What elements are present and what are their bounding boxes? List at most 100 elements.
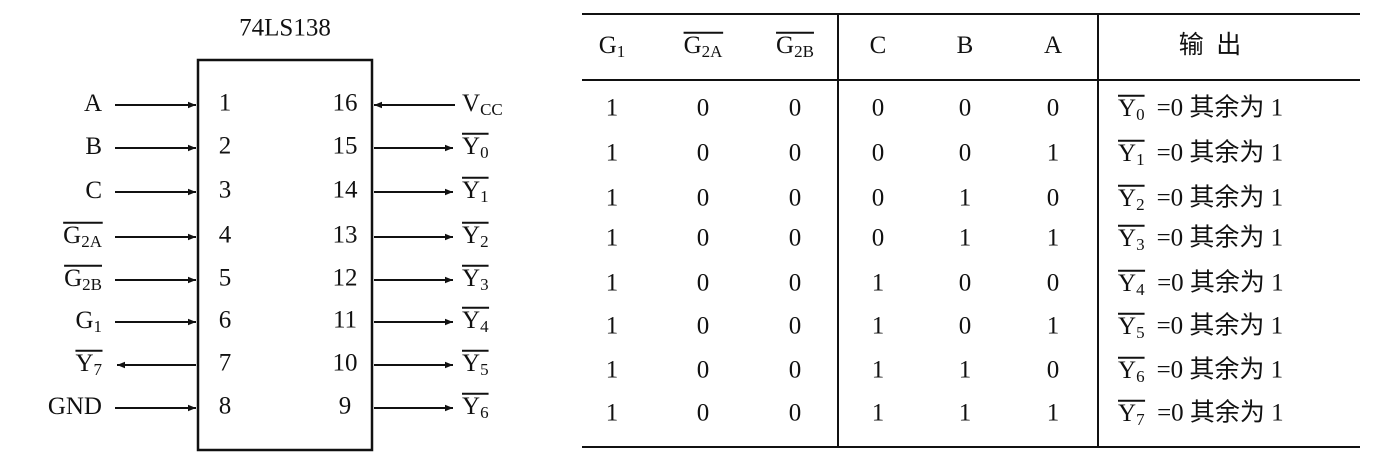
pin-label: Y4 (462, 307, 489, 336)
output-signal-base: Y (1118, 95, 1136, 122)
table-cell: 1 (606, 270, 619, 297)
pin-label: G2B (64, 265, 102, 294)
table-cell: 1 (606, 400, 619, 427)
table-cell: 1 (959, 357, 972, 384)
header-cell-base: B (957, 32, 974, 59)
output-signal-sub: 2 (1136, 195, 1145, 214)
pin-label-base: Y (462, 307, 480, 334)
pin-label: A (84, 90, 102, 117)
table-cell: 0 (872, 140, 885, 167)
pin-label-base: Y (462, 133, 480, 160)
output-signal-sub: 5 (1136, 323, 1145, 342)
pin-label-base: Y (75, 350, 93, 377)
pin-number: 16 (333, 90, 358, 117)
table-cell: 0 (697, 225, 710, 252)
output-signal: Y6 (1118, 357, 1145, 386)
pin-label-base: Y (462, 265, 480, 292)
pin-label-base: G (64, 265, 82, 292)
header-cell-sub: 1 (617, 42, 626, 61)
table-cell: 1 (872, 313, 885, 340)
header-cell-base: A (1044, 32, 1062, 59)
output-signal: Y7 (1118, 400, 1145, 429)
output-text: =0 其余为 1 (1157, 399, 1284, 427)
header-cell-sub: 2B (794, 42, 814, 61)
table-cell: 0 (697, 185, 710, 212)
pin-label-sub: 3 (480, 275, 489, 294)
table-cell: 0 (697, 400, 710, 427)
pin-label-sub: CC (480, 100, 503, 119)
pin-number: 14 (333, 177, 359, 204)
pin-label-base: B (85, 133, 102, 160)
pin-number: 3 (219, 177, 232, 204)
table-cell: 1 (606, 357, 619, 384)
table-cell: 0 (959, 95, 972, 122)
table-cell: 1 (872, 400, 885, 427)
pin-label: VCC (462, 90, 503, 119)
output-text: =0 其余为 1 (1157, 312, 1284, 340)
pin-number: 11 (333, 307, 357, 334)
chip-body (196, 58, 374, 452)
table-cell: 0 (789, 140, 802, 167)
output-text: =0 其余为 1 (1157, 224, 1284, 252)
output-signal-sub: 4 (1136, 280, 1145, 299)
pin-label-base: C (85, 177, 102, 204)
table-cell: 0 (959, 313, 972, 340)
pin-number: 4 (219, 222, 232, 249)
header-cell-base: G (776, 32, 794, 59)
pin-label-base: G (75, 307, 93, 334)
output-text: =0 其余为 1 (1157, 356, 1284, 384)
table-cell: 1 (872, 270, 885, 297)
pin-label-base: Y (462, 222, 480, 249)
table-cell: 0 (872, 225, 885, 252)
output-signal: Y1 (1118, 140, 1145, 169)
pin-label: B (85, 133, 102, 160)
output-signal: Y5 (1118, 313, 1145, 342)
header-cell-base: 输 出 (1179, 31, 1242, 59)
pin-label-sub: 0 (480, 143, 489, 162)
output-text: =0 其余为 1 (1157, 269, 1284, 297)
header-cell: B (957, 32, 974, 59)
output-text: =0 其余为 1 (1157, 184, 1284, 212)
pin-label: Y0 (462, 133, 489, 162)
table-cell: 1 (1047, 225, 1060, 252)
pin-number: 10 (333, 350, 358, 377)
output-signal-sub: 1 (1136, 150, 1145, 169)
table-cell: 1 (959, 185, 972, 212)
table-cell: 1 (1047, 140, 1060, 167)
output-signal-base: Y (1118, 400, 1136, 427)
table-cell: 1 (606, 185, 619, 212)
output-signal: Y2 (1118, 185, 1145, 214)
pin-label: Y1 (462, 177, 489, 206)
output-signal-base: Y (1118, 225, 1136, 252)
table-cell: 0 (1047, 185, 1060, 212)
header-cell-sub: 2A (702, 42, 724, 61)
table-cell: 0 (789, 185, 802, 212)
table-cell: 1 (1047, 400, 1060, 427)
output-signal-base: Y (1118, 313, 1136, 340)
table-cell: 0 (697, 140, 710, 167)
pin-label: Y2 (462, 222, 489, 251)
table-cell: 0 (697, 313, 710, 340)
pin-label: Y6 (462, 393, 489, 422)
pin-label-base: Y (462, 177, 480, 204)
pin-label: G2A (63, 222, 103, 251)
output-signal-sub: 0 (1136, 105, 1145, 124)
pin-label-sub: 6 (480, 403, 489, 422)
pin-label-sub: 4 (480, 317, 489, 336)
output-text: =0 其余为 1 (1157, 139, 1284, 167)
pin-label-sub: 2B (82, 275, 102, 294)
header-cell: G2B (776, 32, 814, 61)
pin-label-base: Y (462, 393, 480, 420)
output-signal-sub: 7 (1136, 410, 1145, 429)
header-cell-base: G (684, 32, 702, 59)
table-cell: 0 (789, 270, 802, 297)
pin-number: 2 (219, 133, 232, 160)
pin-label: C (85, 177, 102, 204)
table-cell: 0 (959, 140, 972, 167)
output-signal-sub: 6 (1136, 367, 1145, 386)
table-cell: 1 (959, 400, 972, 427)
output-text: =0 其余为 1 (1157, 94, 1284, 122)
pin-label: Y3 (462, 265, 489, 294)
